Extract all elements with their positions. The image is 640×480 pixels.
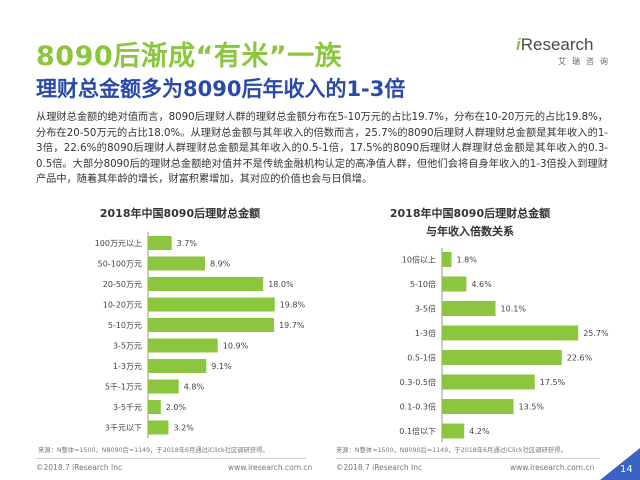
- footer-rule-left: [36, 458, 306, 459]
- chart-1-category-label: 5千-1万元: [105, 382, 142, 392]
- chart-2-bar: [442, 301, 496, 316]
- page-number-tab: [600, 448, 640, 480]
- chart-2-bar: [442, 276, 467, 292]
- chart-1-value-label: 3.2%: [173, 424, 194, 433]
- chart-2-bar: [442, 423, 465, 439]
- chart-1-category-label: 5-10万元: [108, 321, 142, 330]
- chart-1-note: 来源：N整体=1500，N8090后=1149，于2018年6月通过iClick…: [38, 447, 269, 454]
- footer-url-right: www.iresearch.com.cn: [510, 463, 595, 472]
- chart-2-value-label: 13.5%: [519, 403, 545, 412]
- chart-1-value-label: 10.9%: [223, 342, 249, 351]
- footer-copyright-right: ©2018.7 iResearch Inc: [336, 463, 423, 472]
- chart-2-category-label: 5-10倍: [410, 279, 436, 289]
- chart-2-category-label: 1-3倍: [415, 328, 436, 338]
- page-number: 14: [620, 464, 633, 475]
- chart-2-value-label: 10.1%: [501, 305, 527, 314]
- chart-1-category-label: 100万元以上: [95, 239, 142, 248]
- chart-1-category-label: 50-100万元: [98, 260, 142, 269]
- chart-1-title: 2018年中国8090后理财总金额: [99, 207, 261, 220]
- chart-1-value-label: 18.0%: [268, 280, 294, 289]
- chart-2-category-label: 3-5倍: [415, 304, 436, 314]
- chart-2-category-label: 10倍以上: [402, 255, 436, 265]
- chart-2-value-label: 4.2%: [469, 427, 490, 436]
- chart-2-note: 来源：N整体=1500，N8090后=1149，于2018年6月通过iClick…: [336, 447, 567, 454]
- chart-1-amount: 100万元以上 3.7% 50-100万元 8.9% 20-50万元 18.0% 10-20…: [95, 232, 306, 439]
- chart-2-title-line-1: 2018年中国8090后理财总金额: [389, 207, 551, 220]
- iresearch-logo: iResearch 艾瑞咨询: [516, 35, 616, 75]
- chart-1-category-label: 20-50万元: [103, 280, 142, 289]
- chart-2-bar: [442, 325, 579, 341]
- chart-2-value-label: 25.7%: [583, 329, 609, 338]
- chart-2-bar: [442, 350, 562, 365]
- page-subtitle: 理财总金额多为8090后年收入的1-3倍: [36, 77, 406, 101]
- chart-2-bar: [442, 374, 535, 390]
- chart-1-bar: [148, 318, 275, 332]
- chart-2-value-label: 22.6%: [567, 354, 593, 363]
- chart-1-category-label: 3千元以下: [105, 423, 142, 433]
- logo-i: i: [516, 35, 521, 54]
- logo-brand: Research: [520, 35, 594, 54]
- chart-2-value-label: 4.6%: [471, 280, 492, 289]
- chart-1-value-label: 19.8%: [280, 301, 306, 310]
- analysis-paragraph: 从理财总金额的绝对值而言，8090后理财人群的理财总金额分布在5-10万元的占比…: [36, 112, 608, 186]
- chart-1-category-label: 1-3万元: [113, 362, 142, 371]
- chart-2-category-label: 0.1倍以下: [399, 426, 436, 436]
- chart-2-bar: [442, 399, 514, 414]
- chart-1-category-label: 3-5千元: [113, 402, 142, 412]
- chart-2-value-label: 1.8%: [457, 256, 478, 265]
- chart-1-bar: [148, 256, 205, 271]
- chart-1-bar: [148, 338, 218, 353]
- chart-1-bar: [148, 400, 161, 414]
- chart-2-value-label: 17.5%: [540, 378, 566, 387]
- chart-1-category-label: 10-20万元: [103, 301, 142, 310]
- chart-1-bar: [148, 297, 275, 312]
- logo-cn: 艾瑞咨询: [558, 57, 614, 66]
- chart-2-title-line-2: 与年收入倍数关系: [426, 225, 514, 238]
- footer-url-left: www.iresearch.com.cn: [228, 463, 313, 472]
- chart-1-bar: [148, 236, 172, 250]
- chart-2-category-label: 0.5-1倍: [407, 353, 436, 363]
- chart-1-value-label: 8.9%: [210, 260, 231, 269]
- chart-2-category-label: 0.3-0.5倍: [400, 377, 436, 387]
- chart-1-bar: [148, 379, 179, 394]
- chart-1-bar: [148, 359, 207, 373]
- chart-1-value-label: 2.0%: [166, 403, 187, 412]
- chart-1-value-label: 9.1%: [211, 362, 232, 371]
- page-title: 8090后渐成“有米”一族: [36, 41, 343, 72]
- chart-1-bar: [148, 277, 264, 291]
- chart-2-category-label: 0.1-0.3倍: [400, 402, 436, 412]
- footer-rule-right: [336, 458, 600, 459]
- chart-1-value-label: 19.7%: [279, 321, 305, 330]
- footer-copyright-left: ©2018.7 iResearch Inc: [36, 463, 123, 472]
- chart-1-value-label: 3.7%: [177, 239, 198, 248]
- chart-1-value-label: 4.8%: [184, 383, 205, 392]
- chart-1-bar: [148, 420, 169, 435]
- chart-2-multiple: 10倍以上 1.8% 5-10倍 4.6% 3-5倍 10.1% 1-3倍 25.7% 0.5-…: [399, 248, 609, 443]
- logo-wordmark: iResearch: [516, 35, 594, 55]
- chart-1-category-label: 3-5万元: [113, 342, 142, 351]
- chart-2-bar: [442, 252, 452, 267]
